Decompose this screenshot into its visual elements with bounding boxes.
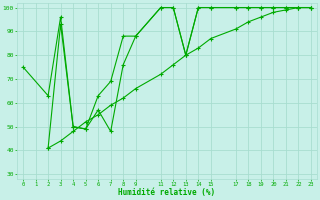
X-axis label: Humidité relative (%): Humidité relative (%)	[118, 188, 216, 197]
